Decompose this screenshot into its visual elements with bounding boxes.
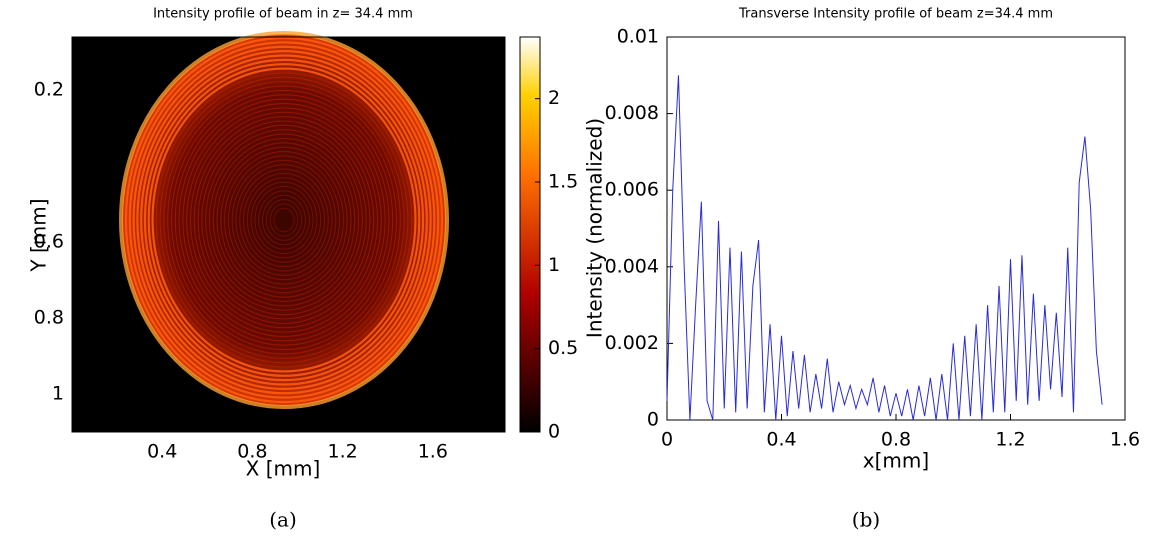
x-tick-label: 0.8	[237, 441, 267, 463]
ring	[147, 63, 421, 377]
y-tick-label: 0.002	[605, 332, 659, 354]
chart-title: Transverse Intensity profile of beam z=3…	[738, 7, 1053, 22]
ring	[143, 58, 425, 382]
x-tick-label: 1.2	[995, 429, 1025, 451]
ring	[140, 54, 428, 386]
y-axis-label: Y [mm]	[27, 198, 51, 272]
y-tick-label: 0.008	[605, 102, 659, 124]
y-tick-label: 0.8	[34, 307, 64, 329]
ring	[186, 107, 382, 333]
ring	[155, 72, 413, 368]
y-tick-label: 0.004	[605, 255, 659, 277]
ring	[159, 76, 409, 364]
ring	[124, 36, 444, 404]
line-series	[666, 75, 1103, 421]
ring	[132, 45, 436, 395]
ring	[269, 203, 299, 237]
ring	[224, 151, 344, 289]
y-axis-label: Intensity (normalized)	[583, 118, 607, 338]
y-tick-label: 0.01	[617, 26, 659, 48]
chart-title: Intensity profile of beam in z= 34.4 mm	[153, 7, 413, 22]
x-tick-label: 0.8	[881, 429, 911, 451]
ring	[235, 164, 333, 276]
ring	[167, 85, 401, 355]
axes-frame	[71, 36, 506, 433]
y-tick-label: 0	[647, 409, 659, 431]
ring	[261, 194, 307, 246]
beam-spot	[122, 34, 446, 406]
ring	[216, 142, 352, 298]
x-tick-label: 1.6	[1110, 429, 1140, 451]
ring	[163, 81, 405, 359]
ring	[258, 190, 310, 250]
y-tick-label: 1	[52, 383, 64, 405]
x-axis-label: X [mm]	[246, 457, 321, 481]
ring	[208, 133, 360, 307]
ring	[136, 50, 432, 390]
ring	[243, 172, 325, 268]
ring	[205, 129, 363, 311]
caption: (b)	[852, 508, 880, 532]
ring	[119, 31, 449, 409]
ring	[128, 41, 440, 399]
ring	[239, 168, 329, 272]
y-tick-label: 0.2	[34, 79, 64, 101]
colorbar-tick-label: 0.5	[548, 337, 578, 359]
ring	[220, 146, 348, 294]
colorbar-tick-label: 0	[548, 421, 560, 443]
ring	[212, 137, 356, 303]
caption: (a)	[269, 508, 297, 532]
ring	[182, 102, 386, 338]
ring	[174, 94, 394, 346]
ring	[151, 67, 417, 373]
ring	[250, 181, 318, 259]
colorbar-tick-label: 1	[548, 254, 560, 276]
x-tick-label: 0	[661, 429, 673, 451]
axes-frame	[666, 36, 1126, 421]
ring	[254, 185, 314, 255]
ring	[231, 159, 337, 281]
colorbar-tick-label: 1.5	[548, 171, 578, 193]
ring	[201, 124, 367, 316]
x-tick-label: 1.6	[418, 441, 448, 463]
colorbar	[519, 36, 541, 433]
ring	[227, 155, 341, 285]
beam-image	[72, 31, 505, 432]
x-tick-label: 0.4	[147, 441, 177, 463]
x-tick-label: 1.2	[328, 441, 358, 463]
ring	[193, 116, 375, 324]
y-tick-label: 0.006	[605, 179, 659, 201]
x-tick-label: 0.4	[766, 429, 796, 451]
y-tick-label: 0.6	[34, 231, 64, 253]
ring	[170, 89, 398, 351]
ring	[265, 199, 303, 241]
ring	[273, 207, 295, 233]
ring	[178, 98, 390, 342]
ring	[197, 120, 371, 320]
colorbar-tick-label: 2	[548, 87, 560, 109]
x-axis-label: x[mm]	[863, 449, 929, 473]
ring	[246, 177, 322, 263]
ring	[189, 111, 379, 329]
